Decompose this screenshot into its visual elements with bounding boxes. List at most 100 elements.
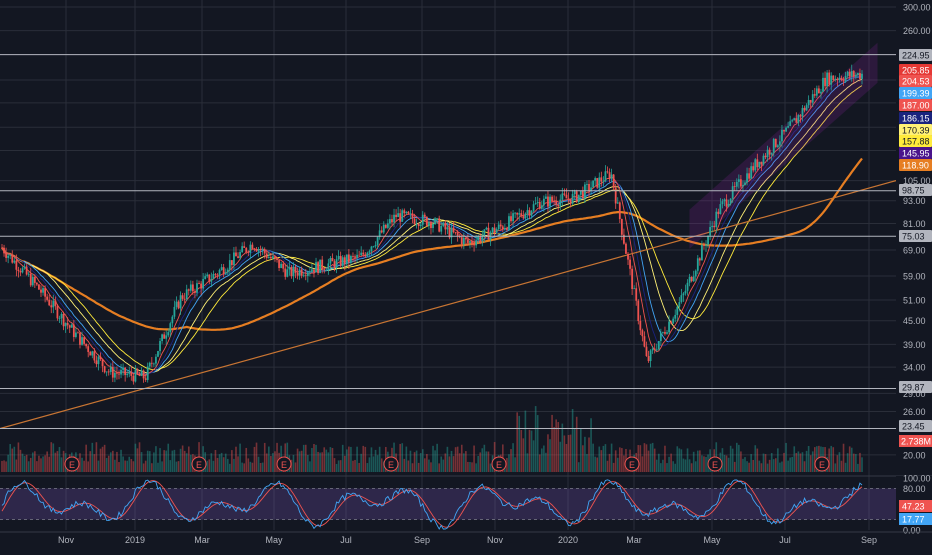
candle-body [219, 270, 221, 275]
volume-bar [640, 445, 642, 472]
candle-body [145, 378, 147, 380]
earnings-marker: E [815, 457, 829, 471]
volume-bar [38, 456, 40, 472]
candle-body [98, 357, 100, 364]
volume-bar [245, 448, 247, 472]
candle-body [336, 259, 338, 268]
volume-bar [646, 444, 648, 472]
volume-bar [94, 454, 96, 472]
candle-body [395, 215, 397, 217]
candle-body [188, 289, 190, 290]
volume-bar [348, 447, 350, 472]
candle-body [403, 210, 405, 213]
candle-body [488, 228, 490, 240]
x-tick-label: Jul [779, 535, 791, 545]
candle-body [467, 239, 469, 243]
volume-bar [48, 457, 50, 472]
volume-bar [46, 451, 48, 472]
candle-body [621, 219, 623, 235]
candle-body [477, 236, 479, 240]
candle-body [266, 253, 268, 258]
candle-body [366, 253, 368, 257]
x-tick-label: Sep [414, 535, 430, 545]
volume-bar [186, 453, 188, 472]
volume-bar [785, 443, 787, 472]
volume-bar [670, 454, 672, 472]
volume-bar [98, 461, 100, 472]
price-badge-text: 205.85 [902, 66, 930, 76]
volume-bar [307, 455, 309, 472]
candle-body [323, 269, 325, 270]
candle-body [648, 356, 650, 361]
volume-bar [272, 453, 274, 472]
earnings-label: E [196, 460, 202, 470]
candle-body [641, 330, 643, 336]
volume-bar [461, 445, 463, 472]
candle-body [278, 260, 280, 268]
volume-bar [804, 461, 806, 472]
candle-body [9, 255, 11, 256]
volume-bar [346, 449, 348, 472]
candle-body [319, 260, 321, 273]
volume-bar [586, 454, 588, 472]
volume-bar [149, 451, 151, 472]
candle-body [151, 363, 153, 364]
candle-body [744, 183, 746, 186]
candle-body [108, 372, 110, 373]
volume-bar [153, 452, 155, 472]
volume-bar [106, 458, 108, 472]
candle-body [849, 72, 851, 77]
price-badge: 29.87 [899, 381, 932, 393]
volume-bar [211, 453, 213, 472]
candle-body [715, 212, 717, 227]
volume-bar [660, 463, 662, 472]
volume-bar [609, 454, 611, 472]
volume-bar [830, 446, 832, 472]
volume-bar [188, 446, 190, 472]
candle-body [122, 368, 124, 370]
volume-bar [174, 450, 176, 472]
candle-body [139, 374, 141, 376]
oscillator-badge: 47.23 [899, 500, 932, 512]
price-badge-text: 75.03 [902, 232, 925, 242]
volume-bar [783, 453, 785, 472]
volume-bar [662, 460, 664, 472]
candle-body [752, 166, 754, 170]
volume-bar [264, 443, 266, 472]
y-tick-label: 59.00 [903, 271, 926, 281]
volume-bar [835, 463, 837, 472]
candle-body [36, 283, 38, 285]
price-badge-text: 118.90 [902, 161, 929, 171]
candle-body [689, 277, 691, 283]
volume-bar [648, 451, 650, 472]
candle-body [432, 224, 434, 228]
candle-body [286, 269, 288, 276]
volume-bar [449, 456, 451, 472]
candle-body [808, 100, 810, 105]
volume-bar [104, 445, 106, 472]
y-tick-label: 300.00 [903, 3, 931, 13]
volume-bar [453, 456, 455, 472]
volume-bar [549, 439, 551, 472]
volume-bar [463, 453, 465, 472]
candle-body [570, 199, 572, 204]
volume-bar [693, 452, 695, 472]
candle-body [654, 349, 656, 350]
volume-bar [750, 454, 752, 472]
candle-body [802, 108, 804, 117]
price-badge: 118.90 [899, 159, 932, 171]
candle-body [356, 255, 358, 258]
volume-bar [676, 446, 678, 472]
y-tick-label: 69.00 [903, 246, 926, 256]
volume-bar [28, 461, 30, 472]
volume-bar [527, 453, 529, 472]
volume-bar [652, 443, 654, 472]
price-badge-text: 187.00 [902, 101, 930, 111]
volume-bar [619, 447, 621, 472]
candle-body [147, 366, 149, 379]
candle-body [48, 300, 50, 305]
volume-bar [588, 437, 590, 472]
volume-bar [190, 455, 192, 472]
